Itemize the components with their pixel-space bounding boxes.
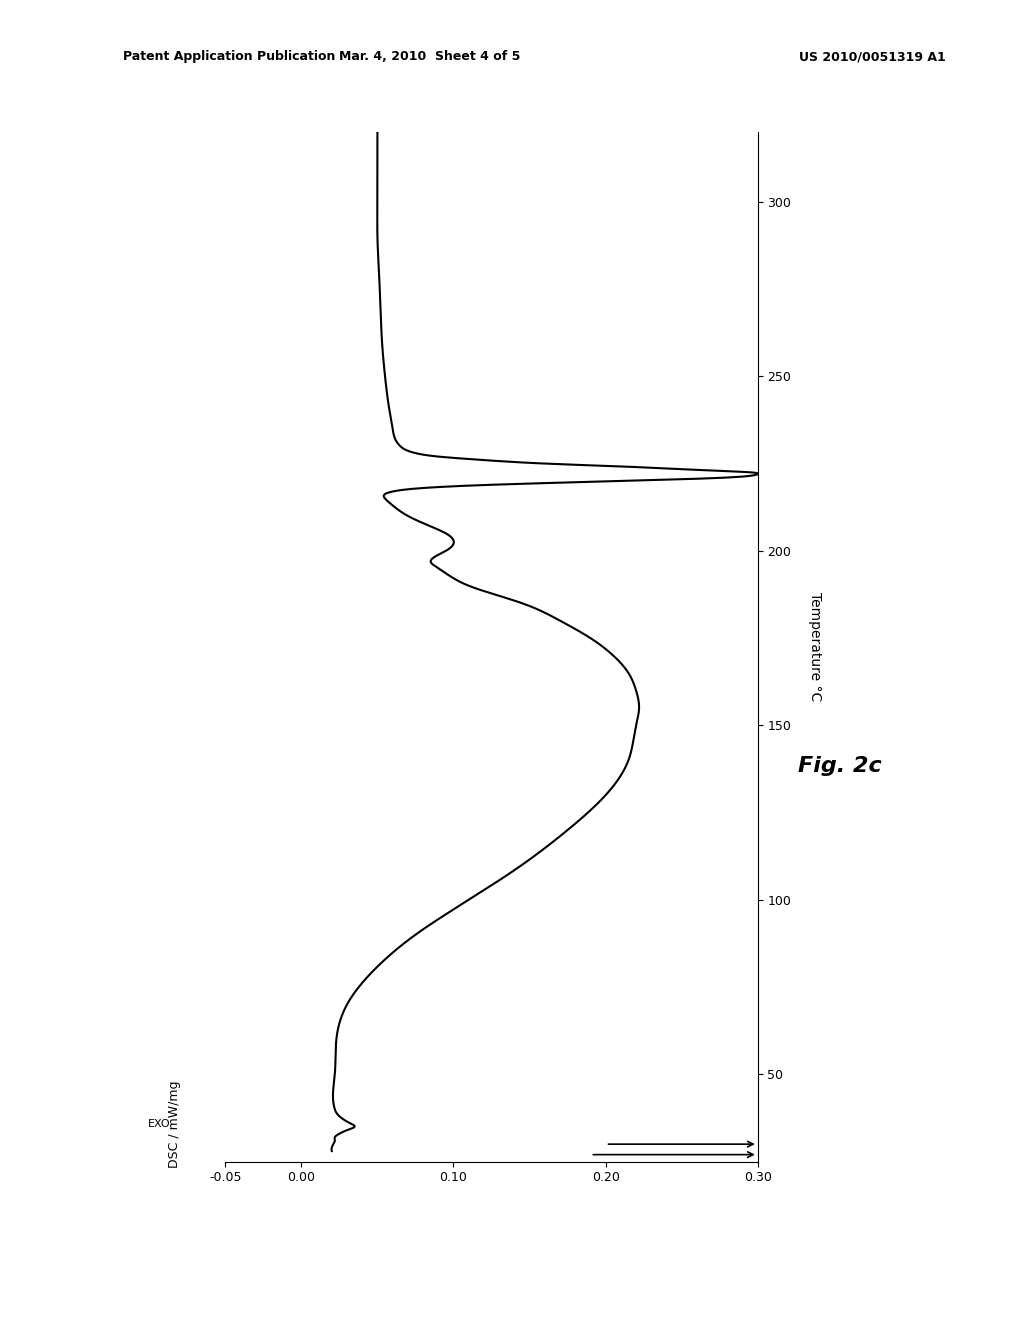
Text: US 2010/0051319 A1: US 2010/0051319 A1 <box>799 50 945 63</box>
Y-axis label: Temperature °C: Temperature °C <box>808 593 822 701</box>
Text: Fig. 2c: Fig. 2c <box>798 755 882 776</box>
Text: Mar. 4, 2010  Sheet 4 of 5: Mar. 4, 2010 Sheet 4 of 5 <box>339 50 521 63</box>
Text: Patent Application Publication: Patent Application Publication <box>123 50 335 63</box>
Text: DSC / mW/mg: DSC / mW/mg <box>168 1081 180 1168</box>
Text: EXO: EXO <box>147 1118 170 1129</box>
